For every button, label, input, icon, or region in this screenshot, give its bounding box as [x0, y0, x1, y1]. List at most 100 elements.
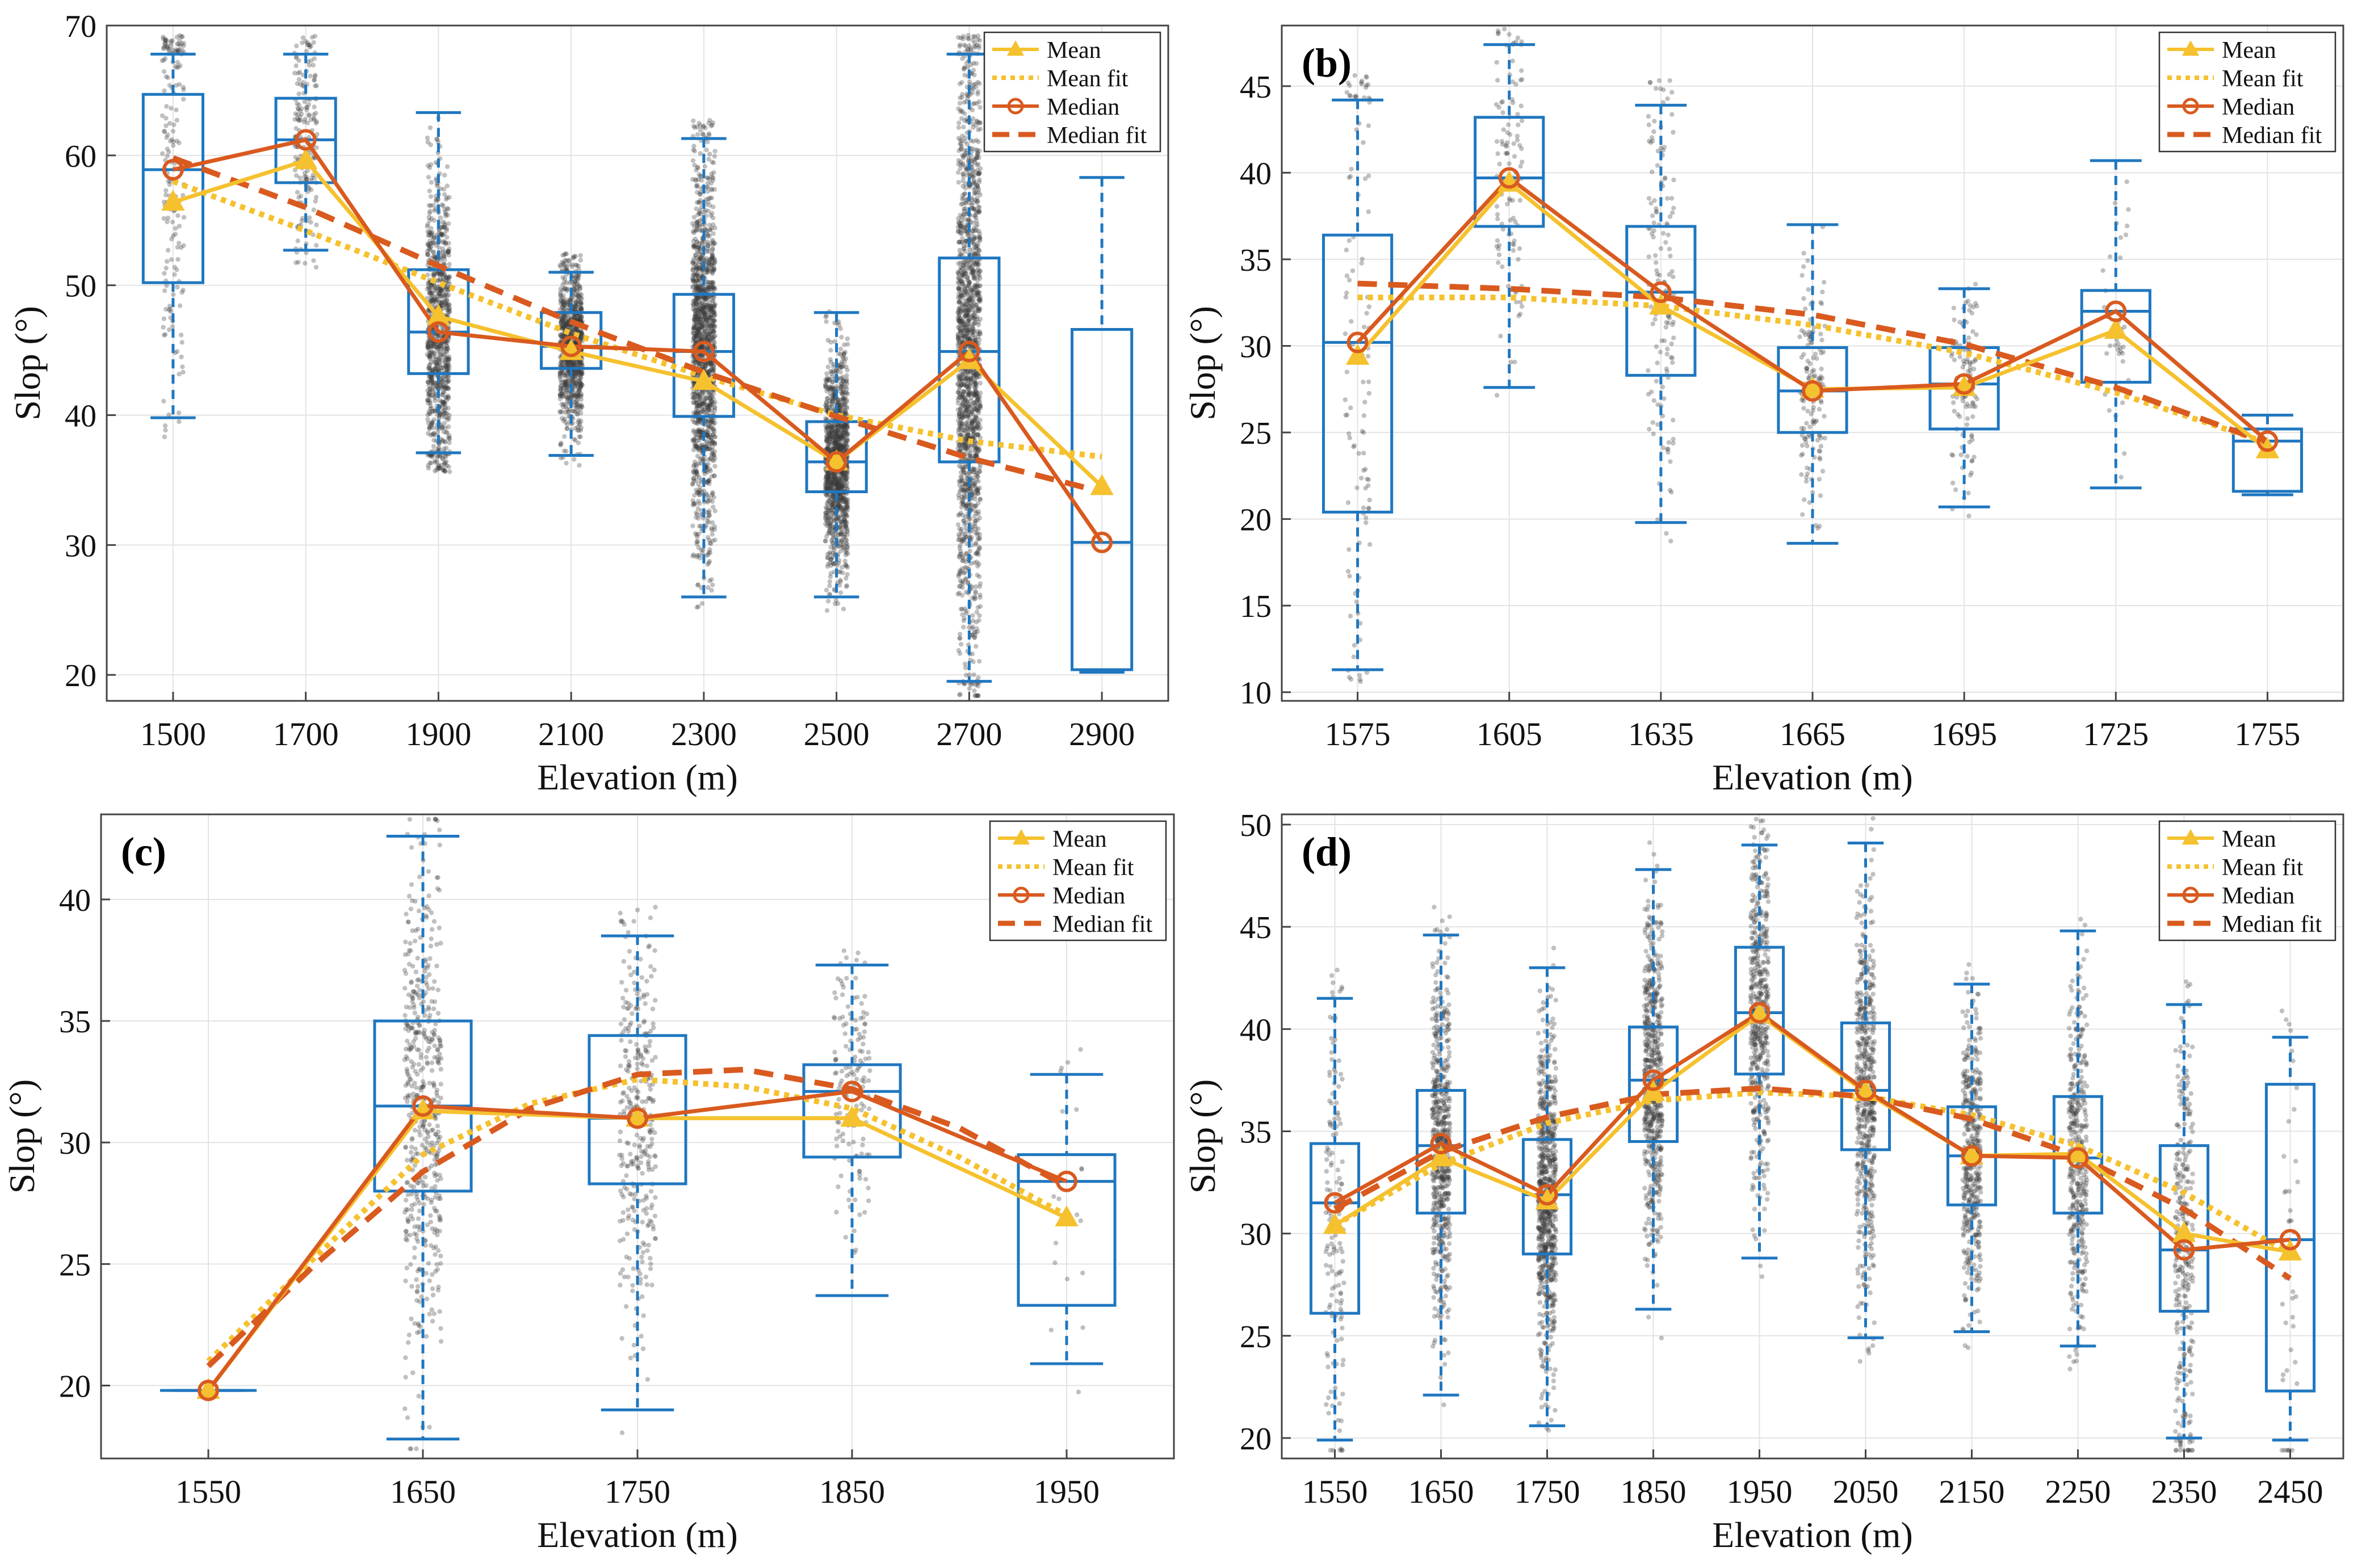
jitter-point	[293, 260, 299, 266]
jitter-point	[572, 396, 577, 401]
jitter-point	[177, 33, 182, 38]
jitter-point	[704, 440, 710, 445]
jitter-point	[442, 225, 447, 230]
jitter-point	[303, 117, 308, 122]
jitter-point	[838, 326, 843, 331]
jitter-point	[169, 257, 174, 262]
jitter-point	[180, 364, 185, 369]
jitter-point	[446, 275, 451, 280]
jitter-point	[830, 435, 835, 440]
jitter-point	[162, 40, 167, 45]
jitter-point	[165, 45, 170, 51]
jitter-point	[177, 419, 182, 424]
jitter-point	[429, 285, 434, 290]
jitter-point	[712, 537, 718, 543]
jitter-point	[709, 577, 714, 582]
jitter-point	[162, 88, 167, 94]
jitter-point	[696, 499, 701, 504]
jitter-point	[429, 216, 434, 221]
jitter-point	[178, 333, 184, 338]
jitter-point	[844, 390, 849, 396]
jitter-point	[305, 168, 310, 174]
jitter-point	[559, 416, 565, 421]
jitter-point	[572, 457, 577, 462]
jitter-point	[170, 233, 176, 238]
jitter-point	[304, 107, 309, 112]
jitter-point	[695, 582, 700, 588]
jitter-point	[691, 389, 697, 394]
jitter-point	[296, 117, 301, 123]
jitter-point	[697, 172, 702, 177]
jitter-point	[557, 393, 563, 398]
jitter-point	[693, 410, 699, 415]
jitter-point	[295, 190, 300, 195]
jitter-point	[712, 187, 718, 192]
jitter-point	[439, 393, 444, 398]
jitter-point	[175, 284, 180, 290]
jitter-point	[167, 83, 173, 88]
jitter-point	[703, 314, 708, 320]
jitter-point	[712, 464, 718, 469]
jitter-point	[709, 438, 714, 443]
jitter-point	[957, 632, 963, 637]
jitter-point	[708, 541, 714, 547]
jitter-point	[694, 554, 699, 560]
jitter-point	[844, 404, 849, 410]
jitter-point	[161, 333, 167, 338]
jitter-point	[179, 41, 184, 47]
jitter-point	[174, 83, 179, 88]
jitter-point	[844, 541, 849, 547]
jitter-point	[838, 443, 844, 448]
jitter-point	[308, 58, 313, 64]
jitter-point	[299, 111, 304, 117]
jitter-point	[700, 390, 705, 395]
jitter-point	[172, 264, 177, 270]
jitter-point	[572, 436, 577, 442]
jitter-point	[167, 304, 173, 309]
jitter-point	[693, 420, 698, 426]
jitter-point	[447, 356, 452, 361]
jitter-point	[694, 490, 700, 495]
jitter-point	[162, 271, 167, 276]
jitter-point	[173, 232, 178, 237]
jitter-point	[431, 444, 437, 449]
jitter-point	[443, 405, 448, 410]
jitter-point	[307, 62, 312, 68]
jitter-point	[836, 427, 841, 432]
jitter-point	[444, 164, 450, 169]
jitter-point	[691, 325, 697, 330]
jitter-point	[308, 117, 313, 123]
jitter-point	[311, 207, 316, 212]
jitter-point	[694, 512, 699, 517]
jitter-point	[313, 73, 318, 78]
jitter-point	[709, 171, 714, 176]
jitter-point	[832, 422, 838, 428]
jitter-point	[171, 122, 177, 128]
jitter-point	[697, 438, 702, 443]
jitter-point	[430, 421, 435, 426]
jitter-point	[308, 43, 313, 49]
jitter-point	[307, 215, 312, 220]
jitter-point	[433, 394, 438, 399]
jitter-point	[712, 524, 718, 529]
jitter-point	[180, 48, 185, 53]
jitter-point	[446, 360, 451, 365]
jitter-point	[704, 519, 710, 524]
jitter-point	[573, 292, 579, 298]
jitter-point	[302, 99, 307, 104]
jitter-point	[696, 604, 701, 609]
jitter-point	[710, 582, 715, 587]
jitter-point	[163, 36, 168, 42]
jitter-point	[428, 203, 433, 208]
jitter-point	[444, 206, 450, 211]
jitter-point	[841, 434, 847, 439]
jitter-point	[293, 126, 299, 131]
jitter-point	[161, 398, 166, 404]
jitter-point	[694, 302, 699, 307]
jitter-point	[440, 384, 446, 390]
jitter-point	[161, 316, 167, 321]
jitter-point	[295, 101, 300, 106]
jitter-point	[578, 428, 584, 433]
jitter-point	[163, 37, 168, 43]
